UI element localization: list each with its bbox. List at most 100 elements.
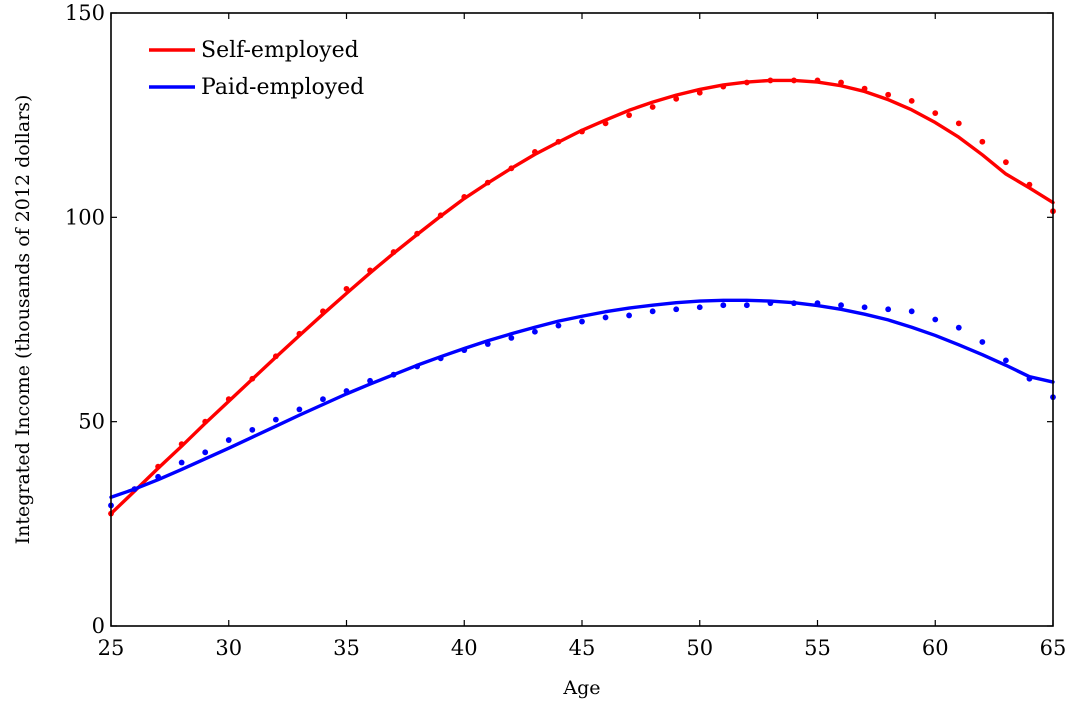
- legend-label: Self-employed: [201, 38, 359, 63]
- data-point: [178, 459, 185, 466]
- y-tick-label: 0: [92, 614, 105, 638]
- data-point: [249, 375, 256, 382]
- data-point: [885, 306, 892, 313]
- data-point: [131, 486, 138, 492]
- data-point: [602, 120, 609, 127]
- data-point: [649, 104, 656, 110]
- data-point: [155, 473, 162, 480]
- data-point: [908, 308, 915, 315]
- data-point: [626, 312, 632, 319]
- legend-item: Paid-employed: [149, 75, 364, 100]
- plot-area-frame: [110, 12, 1054, 627]
- data-point: [814, 77, 821, 84]
- data-point: [838, 79, 844, 86]
- x-tick-label: 50: [686, 636, 713, 660]
- data-point: [249, 426, 256, 433]
- data-point: [484, 179, 491, 186]
- data-point: [955, 120, 962, 127]
- series-layer: [108, 77, 1056, 517]
- y-tick-label: 150: [65, 1, 105, 25]
- data-point: [579, 128, 585, 135]
- data-point: [532, 328, 538, 335]
- series-fit-line: [109, 298, 1055, 499]
- x-tick-label: 45: [569, 636, 596, 660]
- data-point: [720, 302, 727, 309]
- data-point: [296, 406, 303, 413]
- data-point: [861, 85, 868, 92]
- x-axis-ticks: 25 30 35 40 45 50 55 60 65: [98, 13, 1067, 660]
- series-fit-line: [109, 78, 1055, 516]
- data-point: [202, 449, 209, 456]
- data-point: [861, 304, 868, 311]
- data-point: [437, 355, 444, 362]
- data-point: [367, 267, 373, 274]
- data-point: [155, 463, 162, 470]
- data-point: [932, 110, 939, 117]
- data-point: [225, 396, 232, 403]
- data-point: [696, 89, 703, 96]
- data-point: [743, 79, 750, 86]
- y-tick-label: 50: [78, 410, 105, 434]
- data-point: [626, 112, 632, 119]
- data-point: [720, 83, 727, 90]
- y-axis-ticks: 0 50 100 150: [65, 1, 1053, 638]
- data-point: [461, 194, 468, 200]
- data-point: [767, 300, 774, 307]
- data-point: [979, 339, 986, 345]
- data-point: [272, 353, 279, 360]
- data-point: [838, 302, 844, 309]
- data-point: [814, 300, 821, 307]
- data-point: [1003, 357, 1009, 364]
- data-point: [673, 306, 680, 313]
- data-point: [390, 371, 397, 378]
- data-point: [649, 308, 656, 315]
- data-point: [414, 363, 421, 370]
- series-1: [108, 77, 1056, 517]
- data-point: [532, 149, 538, 155]
- data-point: [767, 77, 774, 84]
- x-tick-label: 65: [1040, 636, 1067, 660]
- legend: Self-employed Paid-employed: [149, 38, 364, 100]
- data-point: [743, 302, 750, 309]
- series-2: [108, 298, 1056, 509]
- data-point: [178, 441, 185, 448]
- data-point: [343, 285, 350, 292]
- data-point: [908, 97, 915, 104]
- data-point: [979, 138, 986, 145]
- data-point: [508, 334, 515, 341]
- data-point: [579, 318, 585, 325]
- data-point: [437, 212, 444, 219]
- data-point: [932, 316, 939, 323]
- data-point: [367, 377, 373, 384]
- data-point: [1026, 181, 1033, 188]
- x-tick-label: 25: [98, 636, 125, 660]
- x-tick-label: 30: [215, 636, 242, 660]
- data-point: [202, 418, 209, 425]
- data-point: [461, 347, 468, 354]
- data-point: [508, 165, 515, 172]
- data-point: [272, 416, 279, 423]
- x-tick-label: 40: [451, 636, 478, 660]
- data-point: [555, 138, 562, 145]
- data-point: [696, 304, 703, 311]
- data-point: [414, 230, 421, 237]
- data-point: [791, 77, 797, 84]
- y-axis-label: Integrated Income (thousands of 2012 dol…: [12, 95, 34, 545]
- legend-item: Self-employed: [149, 38, 359, 63]
- data-point: [1026, 375, 1033, 382]
- y-tick-label: 100: [65, 205, 105, 229]
- x-axis-label: Age: [562, 677, 600, 699]
- data-point: [673, 95, 680, 102]
- x-tick-label: 60: [922, 636, 949, 660]
- data-point: [555, 322, 562, 329]
- data-point: [885, 91, 892, 98]
- data-point: [955, 324, 962, 331]
- data-point: [602, 314, 609, 321]
- x-tick-label: 35: [333, 636, 360, 660]
- data-point: [390, 249, 397, 255]
- data-point: [791, 300, 797, 307]
- legend-label: Paid-employed: [201, 75, 364, 100]
- data-point: [225, 437, 232, 443]
- data-point: [343, 388, 350, 394]
